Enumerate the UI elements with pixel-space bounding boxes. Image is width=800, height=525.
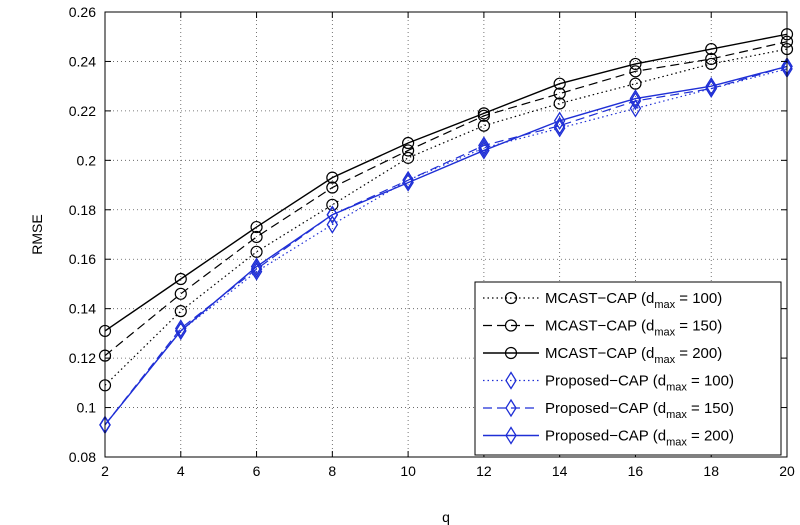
legend-entry-6: Proposed−CAP (dmax = 200) — [545, 428, 734, 449]
series-2-point — [326, 181, 339, 194]
series-line-1 — [104, 48, 788, 386]
y-tick-label: 0.1 — [77, 400, 97, 416]
series-1-point — [477, 119, 490, 132]
legend-marker-6 — [505, 426, 517, 445]
series-5-point — [478, 136, 490, 155]
series-5-point — [175, 319, 187, 338]
series-1-point — [250, 245, 263, 258]
series-2-point — [553, 87, 566, 100]
y-tick-label: 0.14 — [69, 301, 96, 317]
x-tick-label: 16 — [628, 463, 644, 479]
y-axis-tick-labels: 0.08 0.1 0.12 0.14 0.16 0.18 0.2 0.22 0.24 0.26 — [69, 4, 96, 465]
series-6-point — [629, 89, 642, 108]
series-6-point — [175, 321, 187, 341]
series-1-point — [553, 97, 566, 110]
series-6-point — [478, 141, 490, 160]
x-tick-label: 4 — [177, 463, 185, 479]
series-1-point — [402, 151, 415, 164]
series-3-point — [402, 136, 415, 150]
x-axis-label: q — [442, 509, 450, 525]
series-2-point — [174, 287, 187, 300]
y-tick-label: 0.22 — [69, 103, 96, 119]
series-4-point — [478, 138, 490, 158]
legend-box — [474, 281, 782, 456]
x-tick-label: 12 — [476, 463, 492, 479]
x-tick-label: 20 — [779, 463, 795, 479]
x-tick-label: 18 — [703, 463, 719, 479]
y-tick-label: 0.24 — [69, 53, 96, 69]
plot-area-frame — [104, 11, 788, 458]
series-2-point — [629, 65, 642, 78]
series-1-point — [705, 57, 718, 71]
legend-entry-3: MCAST−CAP (dmax = 200) — [545, 345, 722, 366]
x-tick-label: 6 — [253, 463, 261, 479]
series-3-point — [326, 171, 339, 184]
x-tick-label: 2 — [101, 463, 109, 479]
series-3-point — [629, 57, 642, 71]
series-lines — [104, 33, 788, 426]
legend-marker-5 — [505, 398, 517, 418]
series-5-point — [250, 259, 263, 279]
legend-entry-1: MCAST−CAP (dmax = 100) — [545, 290, 722, 311]
legend-entry-2: MCAST−CAP (dmax = 150) — [545, 318, 722, 339]
series-6-point — [326, 205, 339, 224]
series-2-point — [402, 144, 415, 157]
series-6-point — [705, 76, 717, 96]
legend-marker-1 — [504, 291, 518, 305]
series-5-point — [705, 79, 717, 98]
series-4-point — [629, 99, 642, 118]
series-1-point — [174, 305, 187, 318]
x-tick-label: 8 — [328, 463, 336, 479]
chart-legend: MCAST−CAP (dmax = 100) MCAST−CAP (dmax = … — [474, 281, 782, 456]
legend-marker-4 — [505, 371, 517, 390]
series-6-point — [402, 173, 414, 192]
y-tick-label: 0.2 — [77, 152, 97, 168]
legend-marker-2 — [504, 319, 518, 332]
series-3-point — [250, 220, 263, 234]
y-tick-label: 0.16 — [69, 251, 96, 267]
series-6-point — [553, 111, 566, 131]
series-4-point — [326, 215, 339, 234]
series-2-point — [250, 230, 263, 244]
series-3-point — [477, 107, 490, 120]
series-4-point — [553, 118, 566, 138]
y-tick-label: 0.12 — [69, 350, 96, 366]
series-line-2 — [104, 41, 788, 357]
y-tick-label: 0.18 — [69, 202, 96, 218]
series-2-point — [705, 52, 718, 66]
x-tick-label: 14 — [552, 463, 568, 479]
series-1-point — [326, 198, 339, 211]
legend-entry-4: Proposed−CAP (dmax = 100) — [545, 373, 734, 394]
series-3-point — [705, 42, 718, 56]
series-3-point — [553, 77, 566, 90]
series-line-3 — [104, 33, 788, 332]
series-5-point — [402, 170, 414, 190]
series-6-point — [250, 257, 263, 276]
series-1-point — [629, 77, 642, 90]
x-axis-tick-labels: 2 4 6 8 10 12 14 16 18 20 — [101, 463, 795, 479]
y-tick-label: 0.08 — [69, 449, 96, 465]
series-line-6 — [104, 65, 788, 426]
x-tick-label: 10 — [400, 463, 416, 479]
legend-entry-5: Proposed−CAP (dmax = 150) — [545, 400, 734, 421]
series-5-point — [629, 91, 642, 111]
y-tick-label: 0.26 — [69, 4, 96, 20]
series-3-point — [174, 272, 187, 286]
legend-marker-3 — [504, 346, 518, 360]
y-axis-label: RMSE — [29, 214, 45, 254]
